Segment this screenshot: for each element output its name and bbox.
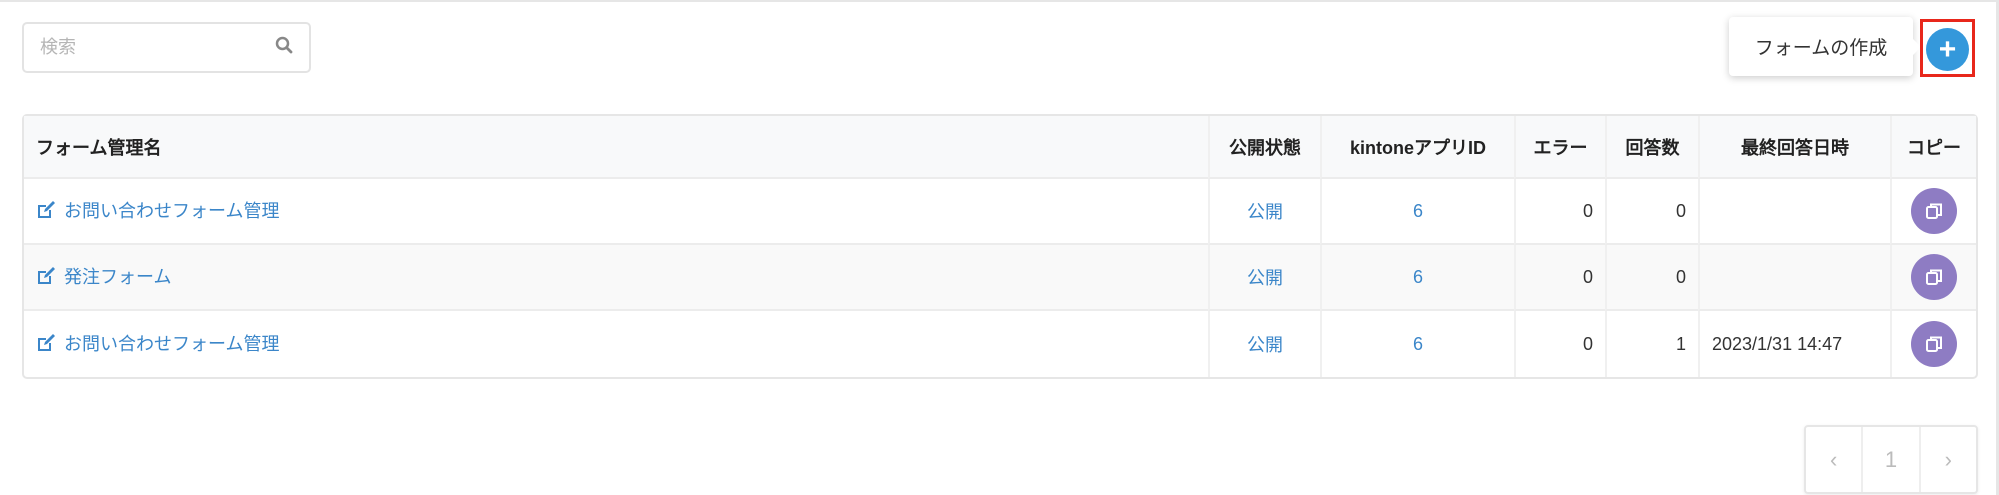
header-errors: エラー [1514, 116, 1605, 179]
header-last-answer: 最終回答日時 [1698, 116, 1890, 179]
form-name-cell: お問い合わせフォーム管理 [24, 179, 1208, 245]
copy-icon [1926, 203, 1942, 219]
status-link[interactable]: 公開 [1247, 335, 1283, 355]
copy-button[interactable] [1911, 254, 1957, 300]
table-header: フォーム管理名 公開状態 kintoneアプリID エラー 回答数 最終回答日時… [24, 116, 1976, 179]
copy-button[interactable] [1911, 188, 1957, 234]
header-status: 公開状態 [1208, 116, 1320, 179]
app-id-link[interactable]: 6 [1412, 200, 1423, 221]
highlight-box [1920, 19, 1975, 77]
search-input[interactable] [40, 37, 275, 58]
errors-cell: 0 [1514, 245, 1605, 311]
prev-page-button[interactable]: ‹ [1830, 446, 1838, 472]
last-answer-cell: 2023/1/31 14:47 [1698, 311, 1890, 377]
copy-button[interactable] [1911, 321, 1957, 367]
page-1-button[interactable]: 1 [1861, 427, 1918, 492]
header-copy: コピー [1890, 116, 1976, 179]
pagination: ‹ 1 › [1804, 425, 1978, 494]
table-row: お問い合わせフォーム管理 公開 6 0 1 2023/1/31 14:47 [24, 311, 1976, 377]
edit-icon[interactable] [36, 266, 56, 291]
header-answers: 回答数 [1605, 116, 1698, 179]
last-answer-cell [1698, 245, 1890, 311]
copy-icon [1926, 336, 1942, 352]
answers-cell: 0 [1605, 179, 1698, 245]
copy-icon [1926, 269, 1942, 285]
header-name: フォーム管理名 [24, 116, 1208, 179]
forms-table: フォーム管理名 公開状態 kintoneアプリID エラー 回答数 最終回答日時… [22, 114, 1978, 379]
form-name-link[interactable]: お問い合わせフォーム管理 [64, 201, 280, 222]
edit-icon[interactable] [36, 200, 56, 225]
create-form-tooltip: フォームの作成 [1729, 17, 1921, 76]
form-name-cell: お問い合わせフォーム管理 [24, 311, 1208, 377]
table-row: 発注フォーム 公開 6 0 0 [24, 245, 1976, 311]
answers-cell: 0 [1605, 245, 1698, 311]
search-icon[interactable] [275, 36, 293, 59]
form-name-cell: 発注フォーム [24, 245, 1208, 311]
form-name-link[interactable]: 発注フォーム [64, 267, 172, 288]
app-id-link[interactable]: 6 [1412, 266, 1423, 287]
header-app-id: kintoneアプリID [1320, 116, 1514, 179]
status-link[interactable]: 公開 [1247, 268, 1283, 288]
edit-icon[interactable] [36, 333, 56, 358]
search-box[interactable] [22, 22, 311, 73]
last-answer-cell [1698, 179, 1890, 245]
status-link[interactable]: 公開 [1247, 202, 1283, 222]
next-page-button[interactable]: › [1918, 427, 1976, 492]
form-name-link[interactable]: お問い合わせフォーム管理 [64, 334, 280, 355]
create-form-button[interactable]: + [1926, 28, 1969, 71]
errors-cell: 0 [1514, 179, 1605, 245]
answers-cell: 1 [1605, 311, 1698, 377]
app-id-link[interactable]: 6 [1412, 333, 1423, 354]
errors-cell: 0 [1514, 311, 1605, 377]
table-row: お問い合わせフォーム管理 公開 6 0 0 [24, 179, 1976, 245]
